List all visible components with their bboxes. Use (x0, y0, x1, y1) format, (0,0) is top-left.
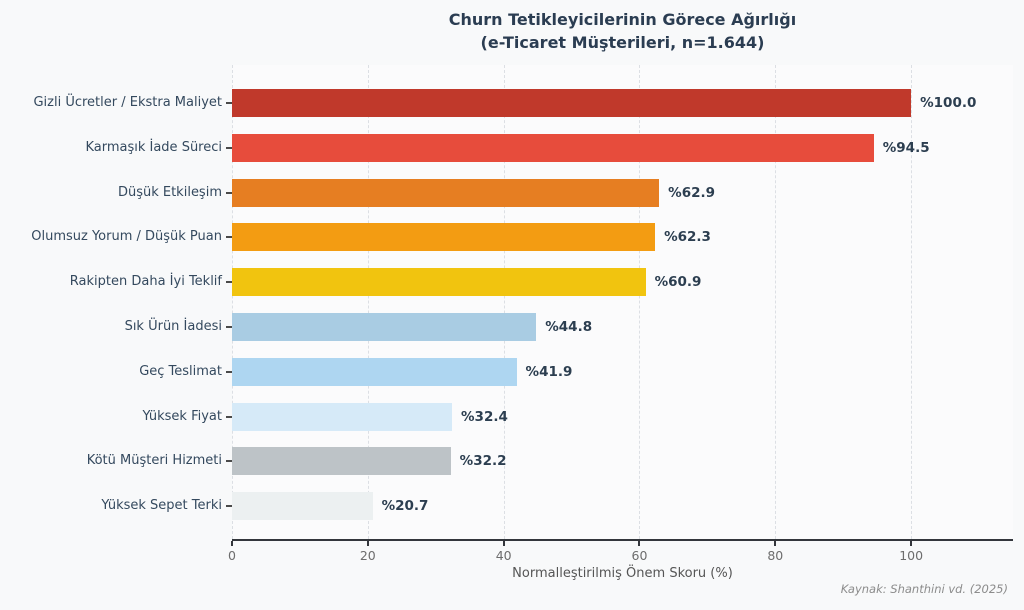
bar-value-label: %32.2 (459, 453, 507, 470)
y-tick-mark (226, 505, 232, 508)
gridline-40 (503, 65, 505, 539)
bar-value-label: %100.0 (920, 95, 977, 111)
y-tick-mark (226, 281, 232, 284)
x-tick-mark-60 (638, 541, 641, 546)
bar-10 (232, 492, 373, 521)
x-tick-label-0: 0 (228, 548, 236, 563)
bar-value-label: %94.5 (882, 139, 930, 156)
bar-8 (232, 402, 453, 431)
x-tick-mark-0 (231, 541, 233, 546)
bar-value-label: %41.9 (525, 363, 573, 380)
source-note: Kaynak: Shanthini vd. (2025) (840, 582, 1008, 596)
y-tick-mark (226, 460, 232, 463)
category-label: Olumsuz Yorum / Düşük Puan (31, 229, 222, 245)
x-tick-label-80: 80 (767, 548, 784, 563)
category-label: Yüksek Fiyat (142, 408, 222, 424)
bar-value-label: %20.7 (381, 498, 429, 515)
x-tick-mark-100 (910, 541, 913, 546)
bar-3 (232, 178, 660, 207)
bar-1 (232, 89, 912, 117)
bar-value-label: %32.4 (461, 408, 508, 425)
y-tick-mark (226, 415, 232, 418)
y-tick-mark (226, 146, 232, 149)
category-label: Sık Ürün İadesi (124, 319, 222, 334)
x-tick-label-40: 40 (495, 548, 512, 563)
bar-value-label: %60.9 (654, 274, 702, 291)
gridline-80 (775, 65, 777, 539)
category-label: Gizli Ücretler / Ekstra Maliyet (33, 95, 222, 110)
bar-7 (232, 357, 517, 386)
bar-value-label: %62.9 (668, 184, 716, 201)
x-axis-label: Normalleştirilmiş Önem Skoru (%) (512, 566, 733, 581)
y-tick-mark (226, 236, 232, 239)
category-label: Kötü Müşteri Hizmeti (86, 453, 222, 469)
gridline-0 (232, 65, 233, 539)
plot-area: %100.0 %94.5 %62.9 %62.3 %60.9 %44.8 %41.9 %32.… (232, 65, 1013, 541)
bar-value-label: %44.8 (545, 319, 593, 335)
bar-4 (232, 223, 656, 252)
y-tick-mark (226, 326, 232, 328)
x-tick-mark-40 (502, 541, 505, 546)
bar-6 (232, 313, 537, 341)
gridline-20 (367, 65, 369, 539)
gridline-60 (639, 65, 641, 539)
y-tick-mark (226, 370, 232, 373)
bar-5 (232, 268, 646, 297)
category-label: Rakipten Daha İyi Teklif (69, 274, 222, 290)
x-tick-mark-20 (366, 541, 369, 546)
y-tick-mark (226, 191, 232, 194)
x-tick-mark-80 (774, 541, 777, 546)
category-label: Düşük Etkileşim (117, 184, 222, 200)
x-tick-label-20: 20 (359, 548, 376, 563)
y-tick-mark (226, 102, 232, 104)
bar-value-label: %62.3 (664, 229, 711, 246)
category-label: Karmaşık İade Süreci (85, 139, 222, 155)
chart-title: Churn Tetikleyicilerinin Görece Ağırlığı… (232, 8, 1013, 54)
bar-2 (232, 133, 874, 162)
chart-title-line1: Churn Tetikleyicilerinin Görece Ağırlığı (448, 10, 797, 29)
gridline-100 (911, 65, 913, 539)
category-label: Geç Teslimat (139, 363, 222, 379)
category-label: Yüksek Sepet Terki (101, 498, 222, 514)
bar-9 (232, 447, 451, 476)
x-tick-label-100: 100 (899, 548, 924, 563)
chart-title-line2: (e-Ticaret Müşterileri, n=1.644) (480, 33, 765, 53)
x-tick-label-60: 60 (631, 548, 648, 563)
